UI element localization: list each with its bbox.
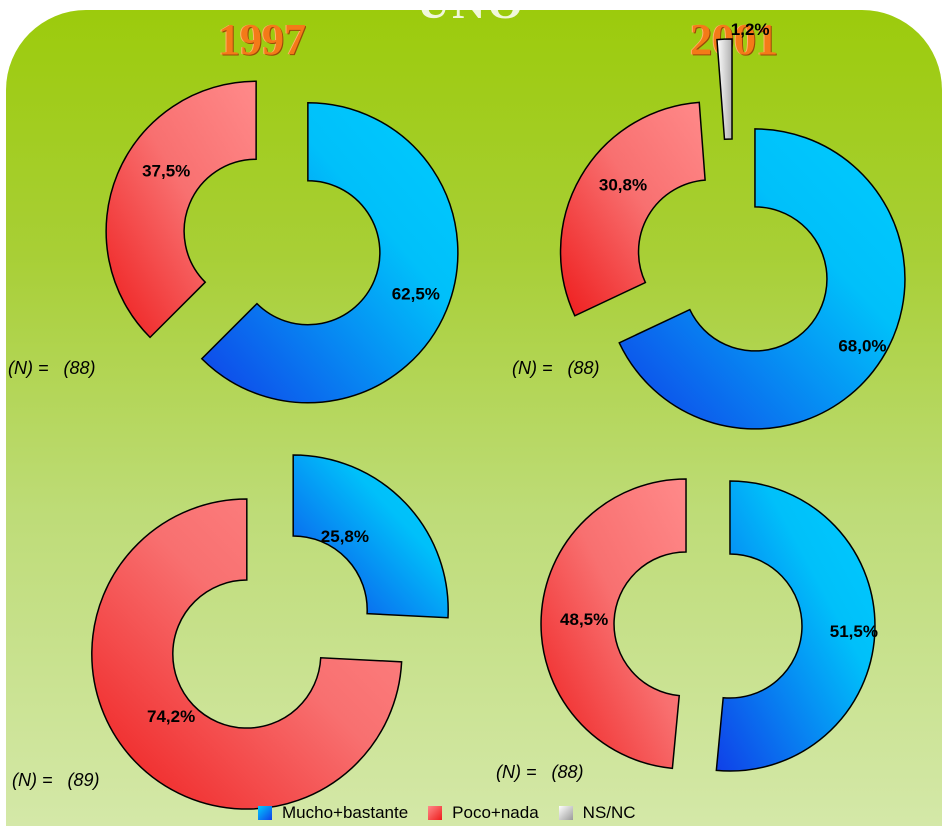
slice-label-3-poco-nada: 74,2% — [147, 707, 195, 726]
donut-slice-4-poco-nada — [540, 478, 687, 770]
n-label-2001-top: (N) = (88) — [512, 358, 600, 378]
n-label-1997-bottom: (N) = (89) — [12, 770, 100, 790]
donut-slice-3-poco-nada — [91, 498, 403, 810]
slice-label-2-mucho-bastante: 68,0% — [838, 337, 886, 356]
donut-slice-2-mucho-bastante — [618, 128, 906, 430]
slice-label-1-mucho-bastante: 62,5% — [392, 284, 440, 303]
legend-item-ns-nc: NS/NC — [558, 803, 636, 823]
partial-title: UNO — [416, 0, 526, 28]
slice-label-4-mucho-bastante: 51,5% — [830, 622, 878, 641]
legend-item-mucho-bastante: Mucho+bastante — [258, 803, 408, 823]
donut-slice-1-poco-nada — [105, 80, 257, 339]
donut-slice-2-poco-nada — [559, 101, 706, 317]
slice-label-2-poco-nada: 30,8% — [599, 176, 647, 195]
legend-swatch-mucho-bastante — [258, 806, 272, 820]
legend-label-mucho-bastante: Mucho+bastante — [282, 803, 409, 822]
slice-label-3-mucho-bastante: 25,8% — [321, 527, 369, 546]
donut-slice-3-mucho-bastante — [292, 454, 449, 619]
legend-swatch-ns-nc — [558, 806, 573, 820]
n-label-2001-bottom: (N) = (88) — [496, 762, 584, 782]
legend-label-ns-nc: NS/NC — [582, 803, 636, 822]
donut-slice-2-ns-nc — [716, 38, 733, 141]
slice-label-1-poco-nada: 37,5% — [142, 162, 190, 181]
slice-label-4-poco-nada: 48,5% — [560, 610, 608, 629]
legend-item-poco-nada: Poco+nada — [428, 803, 539, 823]
slice-label-2-ns-nc: 1,2% — [731, 20, 770, 39]
legend-swatch-poco-nada — [428, 806, 443, 820]
donut-slice-1-mucho-bastante — [200, 101, 459, 404]
legend-label-poco-nada: Poco+nada — [452, 803, 539, 822]
year-label-1997: 1997 — [218, 15, 306, 64]
donut-slice-4-mucho-bastante — [715, 480, 876, 772]
n-label-1997-top: (N) = (88) — [8, 358, 96, 378]
year-label-2001: 2001 — [690, 15, 778, 64]
legend: Mucho+bastante Poco+nada NS/NC — [258, 801, 656, 825]
